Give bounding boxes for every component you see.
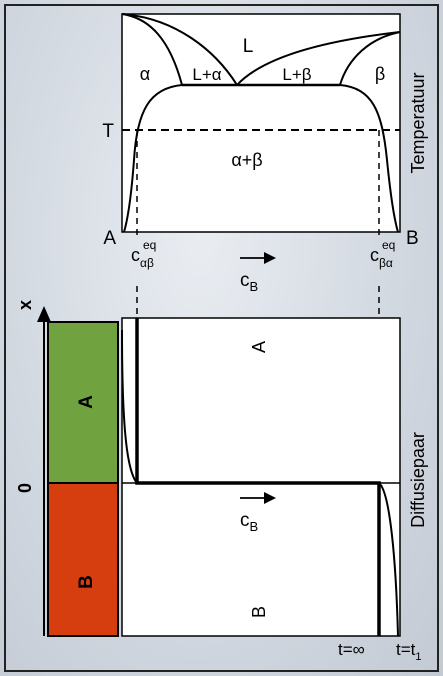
composition-axis-label: cB [240, 270, 258, 294]
phase-diagram-box [121, 13, 401, 233]
time-t1-label: t=t1 [396, 640, 422, 663]
beta-solidus-curve [339, 31, 401, 86]
block-B [47, 482, 119, 637]
temperature-axis-label: Temperatuur [408, 72, 428, 173]
profile-t1 [121, 329, 399, 637]
alpha-solidus-curve [121, 13, 183, 86]
phase-label-beta: β [375, 64, 385, 84]
phase-label-L: L [243, 36, 254, 57]
block-B-label: B [76, 575, 97, 589]
beta-solvus-curve [339, 84, 399, 233]
c-beta-alpha-superscript: eq [382, 238, 395, 252]
phase-label-alpha-beta: α+β [231, 150, 262, 170]
diffusion-axis-label: Diffusiepaar [408, 432, 428, 528]
alpha-solvus-curve [123, 84, 183, 233]
diffusion-composition-arrow-head [264, 492, 276, 504]
c-alpha-beta-label: cαβ [131, 245, 154, 270]
origin-label: 0 [15, 483, 35, 493]
x-axis-arrow-head [37, 306, 51, 322]
time-infinite-label: t=∞ [338, 640, 365, 659]
diffusion-composition-label: cB [240, 510, 258, 534]
phase-diagram: L α L+α L+β β α+β T A B cαβ eq cβα eq cB… [102, 13, 428, 294]
phase-label-L-beta: L+β [282, 65, 311, 84]
x-axis-label: x [15, 300, 35, 310]
composition-arrow-head [264, 252, 276, 264]
phase-label-L-alpha: L+α [192, 65, 221, 84]
component-B-label: B [406, 228, 419, 249]
diffusion-pair: A B cB t=∞ t=t1 Diffusiepaar A B x 0 [15, 300, 428, 663]
component-A-label: A [103, 228, 116, 249]
alpha-liquidus-curve [121, 13, 238, 86]
outer-frame [4, 4, 439, 672]
c-beta-alpha-label: cβα [370, 245, 393, 270]
c-alpha-beta-superscript: eq [143, 238, 156, 252]
temperature-mark: T [102, 121, 114, 142]
beta-liquidus-curve [236, 31, 401, 86]
region-A-label: A [249, 341, 269, 353]
region-B-label: B [249, 606, 269, 618]
block-A [47, 321, 119, 484]
phase-label-alpha: α [140, 64, 150, 84]
diffusion-plot-box [121, 317, 401, 637]
block-A-label: A [76, 395, 97, 409]
